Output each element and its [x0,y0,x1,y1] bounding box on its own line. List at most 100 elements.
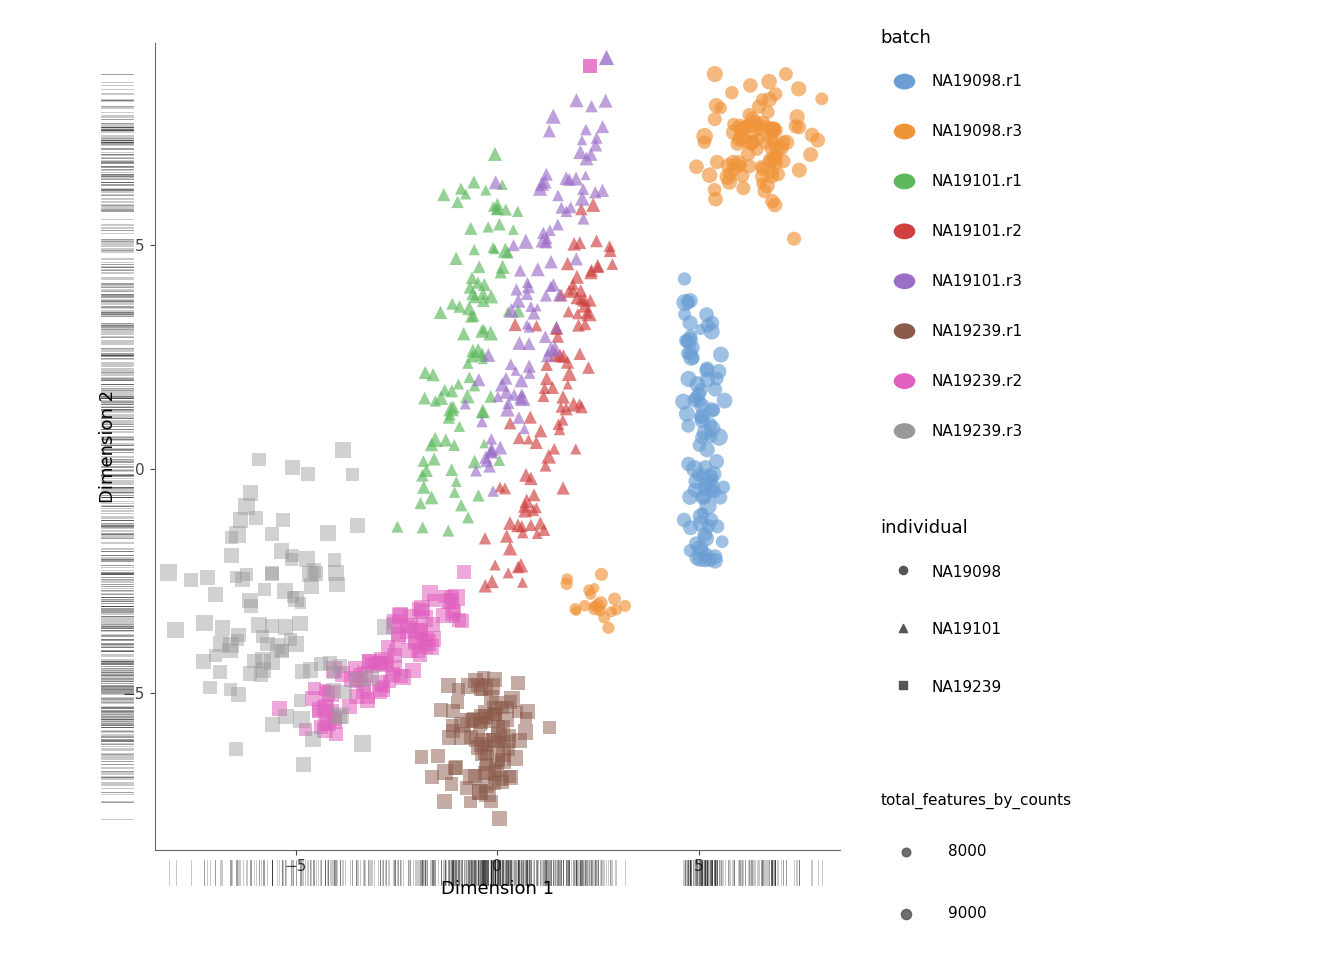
NA19098.r1 [685,390,707,405]
NA19101.r2 [497,565,519,581]
NA19239.r2 [414,639,435,655]
NA19239.r1 [448,682,469,697]
NA19101.r1 [425,394,446,409]
NA19101.r2 [474,531,496,546]
NA19098.r1 [706,371,727,386]
NA19239.r1 [487,696,508,711]
NA19239.r1 [493,733,515,749]
NA19101.r2 [517,432,539,447]
NA19101.r3 [575,151,597,166]
NA19101.r2 [563,396,585,412]
NA19239.r3 [196,570,218,586]
NA19239.r1 [445,760,466,776]
NA19101.r3 [530,180,551,196]
NA19101.r1 [480,389,501,404]
NA19239.r2 [379,674,401,689]
NA19101.r3 [511,386,532,401]
NA19239.r1 [460,794,481,809]
NA19098.r3 [759,154,781,169]
NA19101.r1 [444,485,465,500]
NA19101.r3 [527,300,548,315]
NA19098.r1 [691,430,712,445]
NA19101.r1 [441,383,462,398]
NA19101.r2 [582,197,603,212]
NA19098.r1 [700,417,722,432]
NA19098.r3 [751,169,773,184]
NA19239.r2 [356,692,378,708]
NA19239.r2 [341,671,363,686]
NA19098.r3 [788,82,809,97]
NA19098.r1 [710,347,731,362]
NA19101.r1 [472,347,493,362]
NA19239.r1 [481,712,503,728]
NA19239.r3 [271,643,293,659]
NA19098.r1 [673,272,695,287]
NA19239.r1 [438,678,460,693]
NA19101.r3 [511,372,532,388]
NA19098.r3 [704,182,726,198]
NA19239.r3 [239,486,261,501]
NA19098.r1 [711,534,732,549]
NA19098.r1 [700,485,722,500]
NA19101.r1 [445,251,466,266]
NA19101.r2 [602,256,624,272]
NA19101.r1 [492,259,513,275]
NA19239.r1 [464,711,485,727]
NA19101.r2 [570,283,591,299]
NA19098.r1 [680,350,702,366]
NA19239.r3 [317,525,339,540]
NA19239.r2 [310,719,332,734]
NA19239.r3 [285,636,306,652]
NA19239.r3 [245,510,266,525]
NA19101.r2 [496,528,517,543]
NA19098.r3 [767,166,789,181]
NA19101.r2 [511,558,532,573]
NA19098.r1 [680,328,702,344]
NA19239.r2 [355,667,376,683]
NA19239.r3 [304,563,325,578]
NA19098.r1 [695,553,716,568]
NA19101.r2 [567,306,589,322]
NA19098.r3 [699,167,720,182]
NA19101.r2 [563,236,585,252]
Point [892,563,914,578]
NA19098.r1 [695,547,716,563]
NA19239.r1 [487,751,508,766]
NA19101.r3 [481,442,503,457]
NA19101.r2 [515,503,536,518]
NA19239.r3 [235,498,257,514]
NA19239.r1 [477,786,499,802]
NA19098.r3 [751,176,773,191]
NA19239.r3 [235,566,257,582]
NA19101.r1 [472,404,493,420]
NA19101.r2 [523,487,544,502]
NA19101.r2 [481,574,503,589]
NA19101.r2 [520,517,542,533]
NA19101.r2 [577,305,598,321]
NA19239.r3 [332,442,353,457]
NA19101.r1 [461,309,482,324]
NA19239.r2 [382,666,403,682]
NA19101.r3 [539,123,560,138]
NA19098.r1 [712,479,734,494]
NA19098.r3 [742,134,763,150]
Text: NA19101.r3: NA19101.r3 [931,274,1023,289]
NA19098.r3 [747,132,769,147]
NA19098.r1 [680,542,702,558]
NA19101.r3 [497,401,519,417]
NA19101.r3 [523,305,544,321]
NA19239.r2 [438,593,460,609]
NA19239.r2 [444,610,465,625]
NA19098.r1 [691,543,712,559]
NA19101.r2 [581,263,602,278]
NA19098.r3 [754,119,775,134]
NA19098.r3 [704,111,726,127]
NA19098.r1 [675,333,696,348]
NA19239.r1 [411,750,433,765]
NA19101.r2 [599,238,621,253]
NA19101.r1 [477,219,499,234]
NA19101.r2 [567,318,589,333]
NA19239.r3 [243,654,265,669]
NA19239.r2 [321,703,343,718]
NA19239.r3 [347,672,368,687]
